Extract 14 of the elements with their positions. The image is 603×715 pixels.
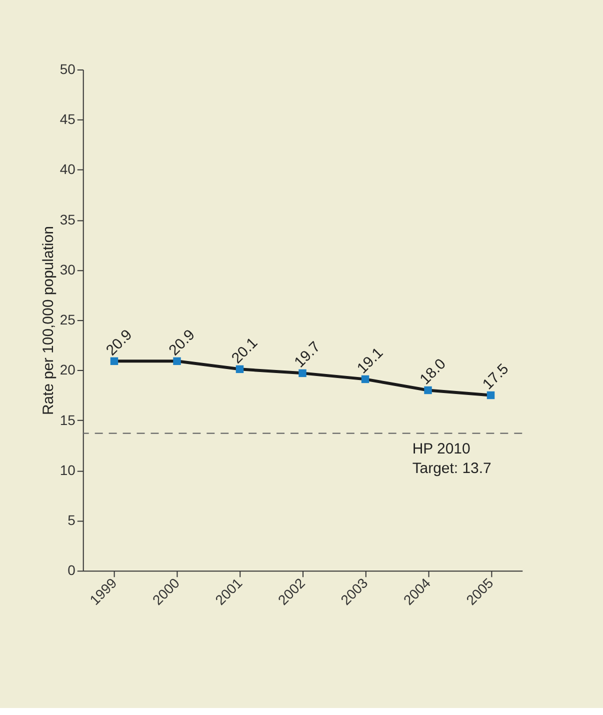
ref-line-label: HP 2010 Target: 13.7 (412, 440, 492, 478)
y-tick-label: 0 (68, 562, 76, 578)
y-axis-title: Rate per 100,000 population (40, 226, 57, 416)
y-tick-label: 30 (60, 261, 76, 278)
y-tick-label: 50 (60, 60, 76, 77)
y-tick-label: 40 (60, 161, 76, 178)
y-tick-label: 35 (60, 211, 76, 228)
text: 19.1 (354, 344, 387, 378)
y-tick-label: 15 (60, 412, 76, 428)
y-tick-label: 5 (68, 512, 76, 528)
y-tick-label: 10 (60, 462, 76, 478)
y-tick-label: 20 (60, 362, 76, 378)
y-tick-label: 25 (60, 312, 76, 328)
y-tick-label: 45 (60, 111, 76, 128)
